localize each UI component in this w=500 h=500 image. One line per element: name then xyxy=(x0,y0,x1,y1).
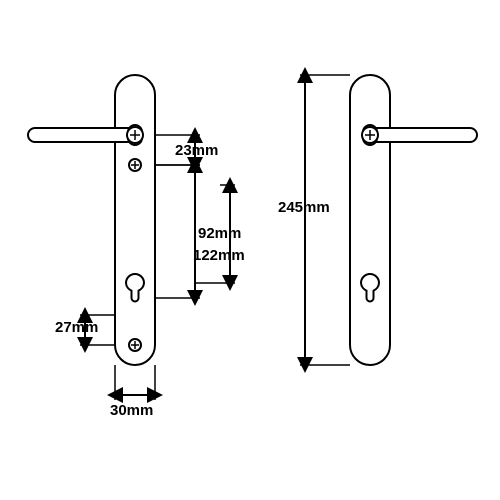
label-23mm: 23mm xyxy=(175,142,218,159)
dimension-diagram: 23mm 92mm 122mm 245mm 27mm 30mm xyxy=(0,0,500,500)
label-92mm: 92mm xyxy=(198,225,241,242)
label-245mm: 245mm xyxy=(278,199,330,216)
backplate-right xyxy=(350,75,390,365)
screw-bottom xyxy=(129,339,141,351)
lever-right xyxy=(362,125,477,145)
backplate-left xyxy=(115,75,155,365)
label-30mm: 30mm xyxy=(110,402,153,419)
lever-left xyxy=(28,125,143,145)
keyhole-right xyxy=(361,274,379,302)
screw-top xyxy=(129,159,141,171)
label-27mm: 27mm xyxy=(55,319,98,336)
label-122mm: 122mm xyxy=(193,247,245,264)
keyhole-left xyxy=(126,274,144,302)
